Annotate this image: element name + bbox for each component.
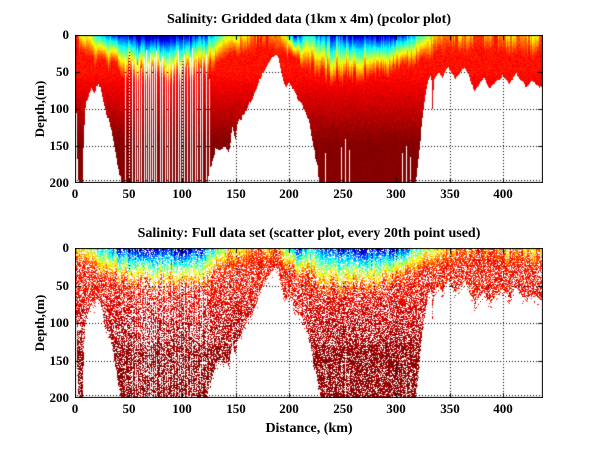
y-tick-label: 150 — [49, 138, 70, 153]
x-tick-label: 0 — [71, 186, 79, 201]
x-tick-label: 250 — [333, 401, 353, 416]
y-tick-label: 50 — [56, 278, 69, 293]
y-tick-label: 0 — [62, 240, 70, 255]
x-tick-label: 200 — [279, 186, 299, 201]
x-tick-label: 350 — [440, 401, 460, 416]
pcolor-canvas — [75, 35, 543, 183]
x-tick-label: 0 — [71, 401, 79, 416]
x-tick-label: 100 — [172, 186, 192, 201]
x-tick-label: 300 — [386, 186, 406, 201]
x-tick-label: 50 — [122, 186, 136, 201]
y-tick-label: 50 — [56, 64, 69, 79]
x-tick-label: 150 — [226, 186, 246, 201]
scatter-plot-area: 0 50 100 150 200 250 300 350 400 0 50 100 150 200 — [50, 241, 543, 416]
x-axis-label: Distance, (km) — [265, 421, 353, 436]
scatter-plot-title: Salinity: Full data set (scatter plot, e… — [137, 226, 481, 241]
y-tick-label: 0 — [62, 27, 70, 42]
scatter-canvas — [75, 248, 543, 398]
y-tick-label: 200 — [49, 175, 70, 190]
y-tick-label: 150 — [49, 353, 70, 368]
x-tick-label: 150 — [226, 401, 246, 416]
x-tick-label: 250 — [333, 186, 353, 201]
x-tick-label: 200 — [279, 401, 299, 416]
y-tick-label: 100 — [49, 101, 70, 116]
y-tick-label: 200 — [49, 390, 70, 405]
x-tick-label: 300 — [386, 401, 406, 416]
pcolor-plot-area: 0 50 100 150 200 250 300 350 400 0 50 100 150 200 — [50, 28, 543, 201]
x-tick-label: 100 — [172, 401, 192, 416]
x-tick-label: 50 — [122, 401, 136, 416]
x-tick-label: 400 — [493, 401, 513, 416]
pcolor-plot-title: Salinity: Gridded data (1km x 4m) (pcolo… — [166, 12, 452, 27]
y-tick-label: 100 — [49, 315, 70, 330]
x-tick-label: 350 — [440, 186, 460, 201]
x-tick-label: 400 — [493, 186, 513, 201]
